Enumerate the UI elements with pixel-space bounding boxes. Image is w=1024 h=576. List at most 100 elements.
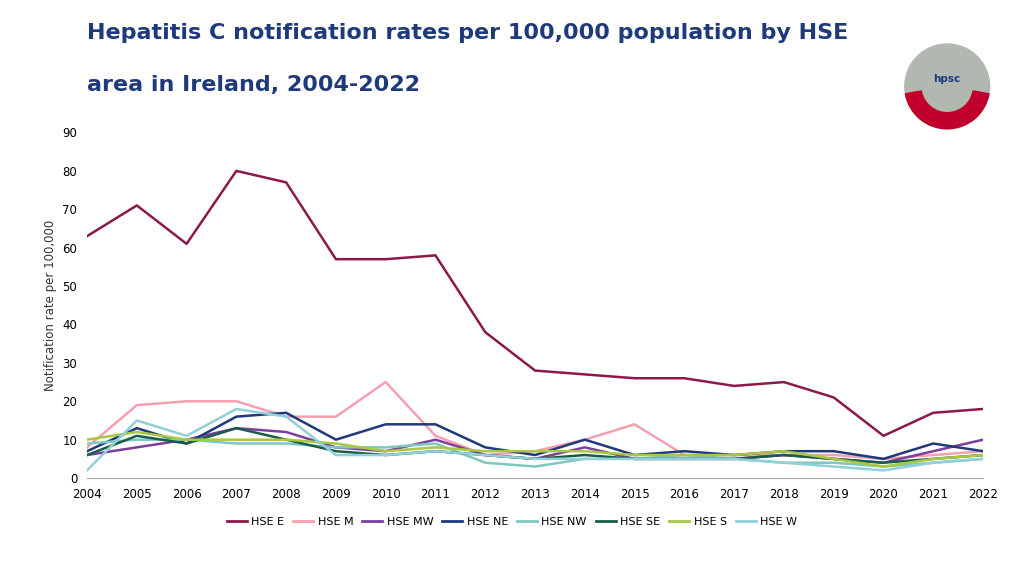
Legend: HSE E, HSE M, HSE MW, HSE NE, HSE NW, HSE SE, HSE S, HSE W: HSE E, HSE M, HSE MW, HSE NE, HSE NW, HS… bbox=[222, 513, 802, 531]
HSE E bbox=[230, 168, 243, 175]
HSE E bbox=[429, 252, 441, 259]
Text: area in Ireland, 2004-2022: area in Ireland, 2004-2022 bbox=[87, 75, 420, 95]
HSE SE bbox=[528, 456, 541, 463]
HSE MW bbox=[977, 436, 989, 443]
HSE SE bbox=[330, 448, 342, 454]
HSE E bbox=[878, 433, 890, 439]
HSE W bbox=[429, 448, 441, 454]
HSE NE bbox=[528, 452, 541, 458]
HSE E bbox=[380, 256, 392, 263]
HSE SE bbox=[429, 448, 441, 454]
HSE NE bbox=[629, 452, 641, 458]
Line: HSE SE: HSE SE bbox=[87, 428, 983, 463]
HSE M bbox=[678, 452, 690, 458]
HSE SE bbox=[778, 452, 791, 458]
HSE S bbox=[778, 448, 791, 454]
HSE E bbox=[131, 202, 143, 209]
HSE NW bbox=[678, 452, 690, 458]
HSE W bbox=[131, 417, 143, 424]
HSE M bbox=[778, 452, 791, 458]
HSE M bbox=[479, 452, 492, 458]
HSE SE bbox=[678, 456, 690, 463]
HSE NE bbox=[827, 448, 840, 454]
HSE W bbox=[81, 467, 93, 474]
HSE NW bbox=[977, 456, 989, 463]
HSE W bbox=[778, 459, 791, 466]
HSE E bbox=[827, 394, 840, 401]
HSE E bbox=[330, 256, 342, 263]
HSE E bbox=[728, 382, 740, 389]
HSE M bbox=[927, 452, 939, 458]
HSE NE bbox=[728, 452, 740, 458]
HSE W bbox=[230, 406, 243, 412]
Text: hpsc: hpsc bbox=[934, 74, 961, 84]
HSE M bbox=[728, 452, 740, 458]
HSE S bbox=[528, 448, 541, 454]
HSE S bbox=[827, 456, 840, 463]
HSE MW bbox=[280, 429, 292, 435]
HSE E bbox=[678, 375, 690, 382]
HSE W bbox=[977, 456, 989, 463]
HSE M bbox=[878, 456, 890, 463]
HSE MW bbox=[678, 456, 690, 463]
HSE W bbox=[678, 456, 690, 463]
HSE NE bbox=[878, 456, 890, 463]
Line: HSE W: HSE W bbox=[87, 409, 983, 471]
HSE SE bbox=[878, 459, 890, 466]
HSE E bbox=[81, 233, 93, 240]
HSE S bbox=[927, 456, 939, 463]
HSE S bbox=[429, 444, 441, 451]
HSE E bbox=[528, 367, 541, 374]
HSE NE bbox=[778, 448, 791, 454]
HSE MW bbox=[81, 452, 93, 458]
HSE M bbox=[180, 398, 193, 405]
Line: HSE M: HSE M bbox=[87, 382, 983, 459]
HSE NW bbox=[330, 444, 342, 451]
Circle shape bbox=[905, 44, 989, 129]
HSE MW bbox=[380, 448, 392, 454]
HSE NW bbox=[429, 440, 441, 447]
HSE SE bbox=[827, 456, 840, 463]
HSE S bbox=[81, 436, 93, 443]
HSE W bbox=[330, 452, 342, 458]
HSE MW bbox=[927, 448, 939, 454]
HSE NE bbox=[977, 448, 989, 454]
HSE MW bbox=[629, 456, 641, 463]
Line: HSE NW: HSE NW bbox=[87, 439, 983, 467]
HSE SE bbox=[728, 456, 740, 463]
HSE M bbox=[230, 398, 243, 405]
HSE NE bbox=[330, 436, 342, 443]
HSE NE bbox=[81, 448, 93, 454]
HSE MW bbox=[429, 436, 441, 443]
HSE E bbox=[778, 378, 791, 385]
HSE NE bbox=[180, 440, 193, 447]
HSE NW bbox=[180, 436, 193, 443]
HSE NW bbox=[230, 440, 243, 447]
HSE M bbox=[280, 413, 292, 420]
HSE W bbox=[528, 456, 541, 463]
HSE M bbox=[528, 448, 541, 454]
HSE E bbox=[927, 410, 939, 416]
HSE SE bbox=[977, 452, 989, 458]
HSE E bbox=[479, 329, 492, 336]
HSE W bbox=[629, 456, 641, 463]
HSE W bbox=[728, 456, 740, 463]
HSE S bbox=[977, 452, 989, 458]
Line: HSE NE: HSE NE bbox=[87, 413, 983, 459]
HSE SE bbox=[180, 440, 193, 447]
HSE W bbox=[927, 459, 939, 466]
HSE S bbox=[728, 452, 740, 458]
HSE NE bbox=[678, 448, 690, 454]
Line: HSE MW: HSE MW bbox=[87, 428, 983, 463]
HSE NW bbox=[878, 463, 890, 470]
HSE NW bbox=[380, 444, 392, 451]
HSE NE bbox=[280, 410, 292, 416]
HSE SE bbox=[230, 425, 243, 431]
HSE S bbox=[330, 440, 342, 447]
HSE NE bbox=[579, 436, 591, 443]
HSE E bbox=[977, 406, 989, 412]
HSE S bbox=[380, 448, 392, 454]
HSE M bbox=[977, 448, 989, 454]
HSE E bbox=[180, 240, 193, 247]
HSE E bbox=[629, 375, 641, 382]
